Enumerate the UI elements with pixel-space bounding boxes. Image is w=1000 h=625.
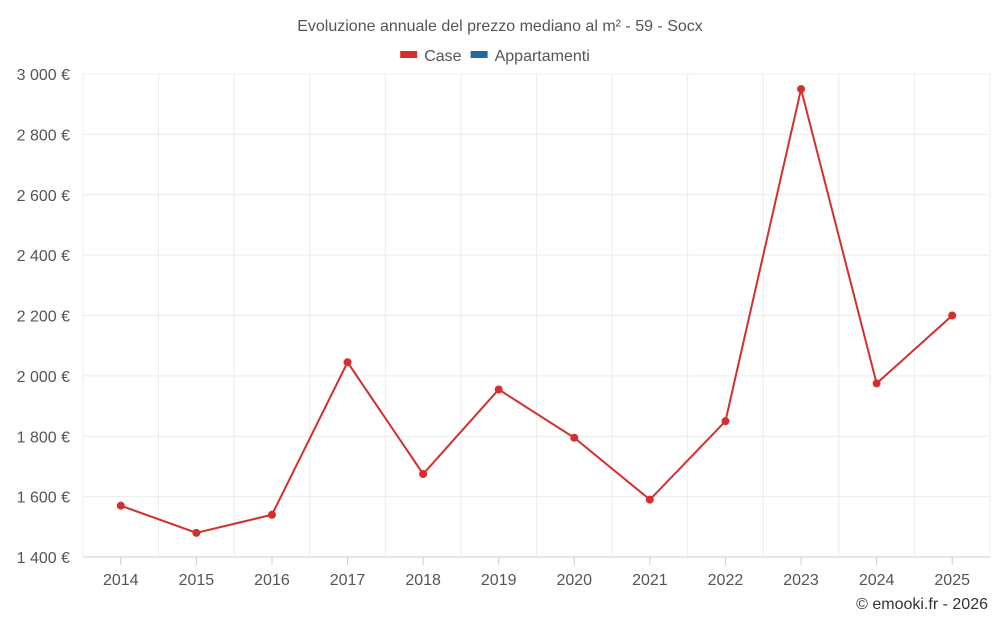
x-tick-label: 2014 [103,572,139,589]
x-tick-label: 2023 [783,572,819,589]
x-tick-label: 2019 [481,572,517,589]
data-point [872,379,881,388]
x-tick-label: 2016 [254,572,290,589]
x-tick-label: 2024 [859,572,895,589]
legend-swatch-case [400,51,418,58]
legend-label-appartamenti: Appartamenti [495,48,590,65]
credit-text: © emooki.fr - 2026 [856,596,988,613]
grid [82,73,991,558]
data-point [192,528,201,537]
data-point [267,510,276,519]
x-tick-label: 2021 [632,572,668,589]
x-tick-label: 2020 [556,572,592,589]
data-point [116,501,125,510]
y-tick-label: 2 800 € [17,127,70,144]
data-point [721,417,730,426]
series [116,85,957,537]
y-tick-label: 2 000 € [17,369,70,386]
series-line-case [120,88,953,534]
y-tick-label: 1 600 € [17,490,70,507]
x-tick-label: 2017 [330,572,366,589]
legend: Case Appartamenti [400,48,590,65]
data-point [948,311,957,320]
data-point [419,469,428,478]
y-tick-label: 1 800 € [17,429,70,446]
chart-title: Evoluzione annuale del prezzo mediano al… [297,18,703,35]
data-point [494,385,503,394]
data-point [645,495,654,504]
x-tick-label: 2015 [179,572,215,589]
data-point [570,433,579,442]
data-point [797,85,806,94]
x-axis: 2014 2015 2016 2017 2018 2019 2020 2021 2022 2023… [103,557,970,589]
y-tick-label: 2 400 € [17,248,70,265]
y-axis: 1 400 € 1 600 € 1 800 € 2 000 € 2 200 € 2 400… [17,67,70,567]
x-tick-label: 2018 [405,572,441,589]
y-tick-label: 1 400 € [17,550,70,567]
legend-label-case: Case [424,48,461,65]
data-point [343,358,352,367]
y-tick-label: 2 600 € [17,188,70,205]
y-tick-label: 3 000 € [17,67,70,84]
x-tick-label: 2022 [708,572,744,589]
x-tick-label: 2025 [934,572,970,589]
y-tick-label: 2 200 € [17,309,70,326]
legend-swatch-appartamenti [470,51,488,58]
